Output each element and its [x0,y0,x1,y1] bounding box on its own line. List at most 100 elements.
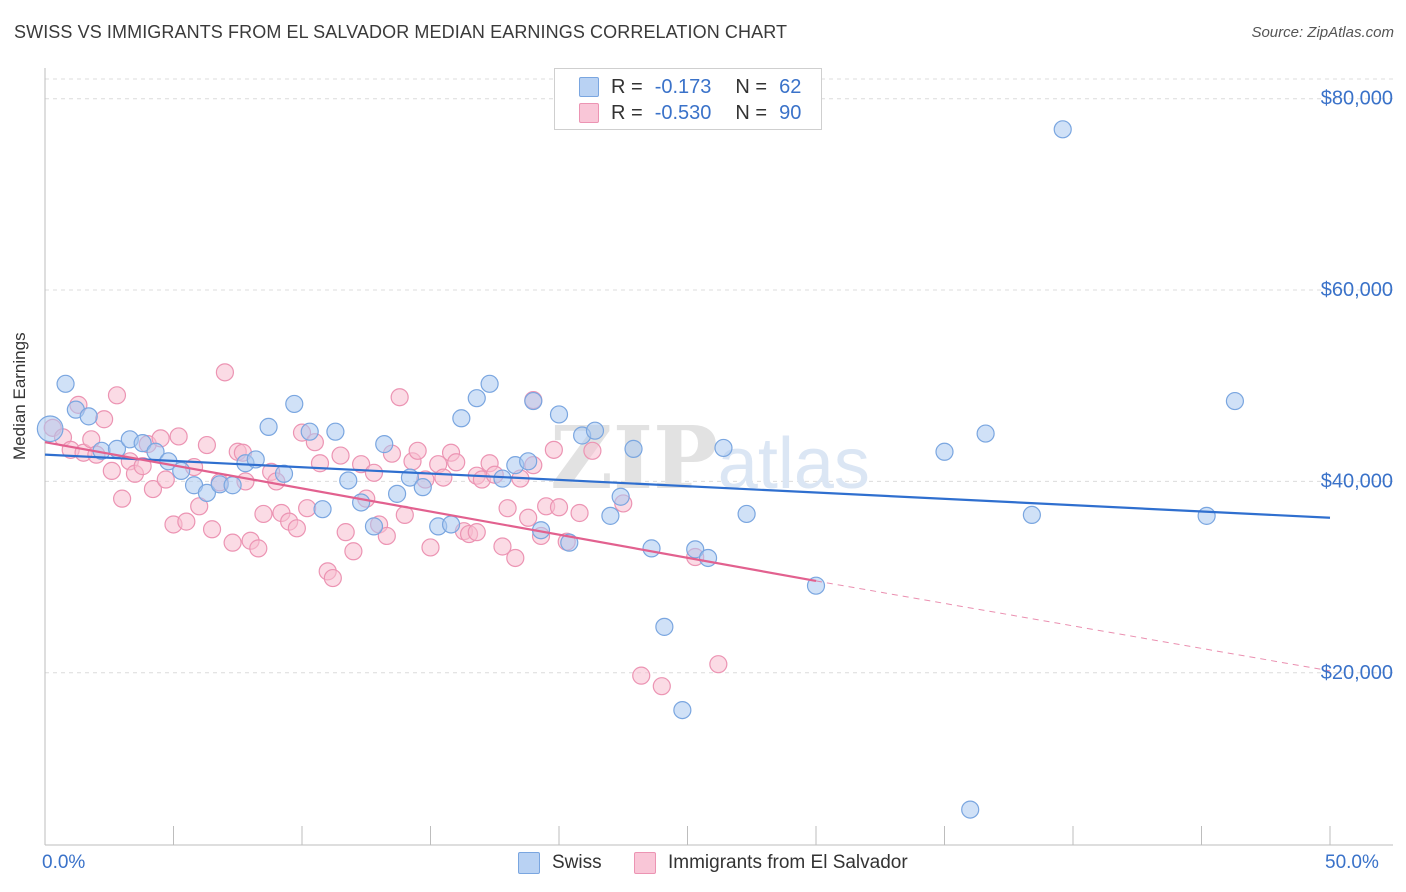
swiss-point-19 [285,394,304,414]
legend-label-salvador: Immigrants from El Salvador [668,852,908,873]
salvador-point-80 [570,503,589,523]
salvador-point-56 [408,441,427,460]
salvador-point-27 [223,533,242,552]
y-tick-label-2: $60,000 [1321,279,1393,301]
swiss-point-37 [519,452,538,471]
n-label: N = [735,75,768,98]
salvador-point-22 [190,497,209,516]
legend-swatch-salvador [634,852,656,874]
salvador-point-43 [323,568,342,588]
salvador-point-10 [112,489,132,508]
salvador-point-13 [133,457,152,476]
salvador-point-45 [336,523,355,542]
watermark-zip: ZIP [550,408,718,509]
series-legend: Swiss Immigrants from El Salvador [0,850,1406,880]
swiss-point-22 [326,422,345,441]
swiss-point-3 [79,407,98,426]
legend-label-swiss: Swiss [552,852,602,873]
swiss-point-49 [673,700,692,720]
salvador-point-71 [506,548,525,568]
salvador-point-44 [331,446,350,465]
swiss-point-50 [686,540,705,559]
swiss-point-26 [375,435,394,454]
salvador-point-69 [493,537,512,556]
swiss-point-23 [339,471,358,490]
salvador-point-83 [632,666,651,685]
salvador-point-86 [709,655,728,674]
salvador-point-73 [519,508,538,527]
salvador-point-9 [107,386,127,405]
swiss-point-33 [467,389,486,408]
salvador-point-53 [390,388,409,407]
salvador-point-78 [549,498,569,517]
y-tick-label-0: $20,000 [1321,662,1393,684]
swiss-point-55 [935,442,954,461]
swiss-point-17 [259,417,278,436]
legend-item-swiss: Swiss [518,852,602,874]
stats-row-salvador: R = -0.530 N = 90 [579,101,801,125]
swiss-point-39 [524,391,543,411]
y-tick-label-1: $40,000 [1321,470,1393,492]
axes [44,68,1393,846]
swiss-point-44 [601,506,620,525]
swiss-point-35 [493,469,512,488]
n-label: N = [735,101,768,124]
swiss-point-21 [313,500,332,519]
salvador-point-51 [377,526,396,546]
swiss-point-1 [56,374,75,393]
salvador-point-60 [434,468,453,487]
salvador-point-7 [95,410,114,429]
salvador-point-62 [447,453,466,472]
salvador-point-81 [583,441,602,460]
n-value-swiss: 62 [779,75,802,98]
salvador-point-87 [467,523,486,542]
salvador-point-77 [544,440,563,459]
source-credit: Source: ZipAtlas.com [1251,24,1394,41]
x-tick-label-max: 50.0% [1325,852,1379,873]
r-value-swiss: -0.173 [654,75,712,98]
trend-line-salvador-extension [815,580,1331,672]
swiss-point-32 [452,409,471,428]
salvador-point-24 [202,520,222,539]
swiss-point-31 [441,515,461,534]
salvador-point-39 [298,499,317,518]
salvador-point-46 [344,542,363,561]
swiss-point-29 [413,478,432,497]
swiss-point-34 [480,374,499,393]
swiss-point-46 [624,439,643,458]
swiss-point-51 [698,548,718,568]
salvador-point-20 [177,512,196,531]
swiss-point-59 [961,800,980,819]
swiss-point-14 [223,476,242,495]
legend-item-salvador: Immigrants from El Salvador [634,852,908,874]
legend-swatch-swiss [518,852,540,874]
salvador-point-47 [352,455,371,474]
chart-title: SWISS VS IMMIGRANTS FROM EL SALVADOR MED… [14,22,788,42]
r-value-salvador: -0.530 [654,101,712,124]
stats-legend: R = -0.173 N = 62 R = -0.530 N = 90 [554,68,822,130]
salvador-point-58 [421,538,440,557]
salvador-point-26 [215,363,234,382]
swiss-point-27 [387,484,407,503]
swiss-point-45 [611,487,630,506]
swiss-point-18 [274,464,294,483]
swiss-point-53 [737,504,756,524]
trend-lines [44,441,1331,672]
swatch-swiss [579,77,599,97]
salvador-point-70 [498,499,517,518]
n-value-salvador: 90 [779,101,802,124]
swatch-salvador [579,103,599,123]
swiss-point-12 [197,483,217,503]
swiss-point-57 [1022,505,1041,525]
swiss-point-52 [714,438,733,458]
salvador-point-17 [156,470,175,489]
salvador-point-32 [254,504,273,524]
swiss-point-48 [655,617,674,636]
salvador-point-49 [364,463,384,482]
swiss-point-60 [1197,506,1216,525]
swiss-point-43 [585,421,605,440]
r-label: R = [611,75,643,98]
r-label: R = [611,101,643,124]
swiss-point-25 [364,517,384,536]
y-tick-labels: $20,000 $40,000 $60,000 $80,000 [1321,88,1393,684]
